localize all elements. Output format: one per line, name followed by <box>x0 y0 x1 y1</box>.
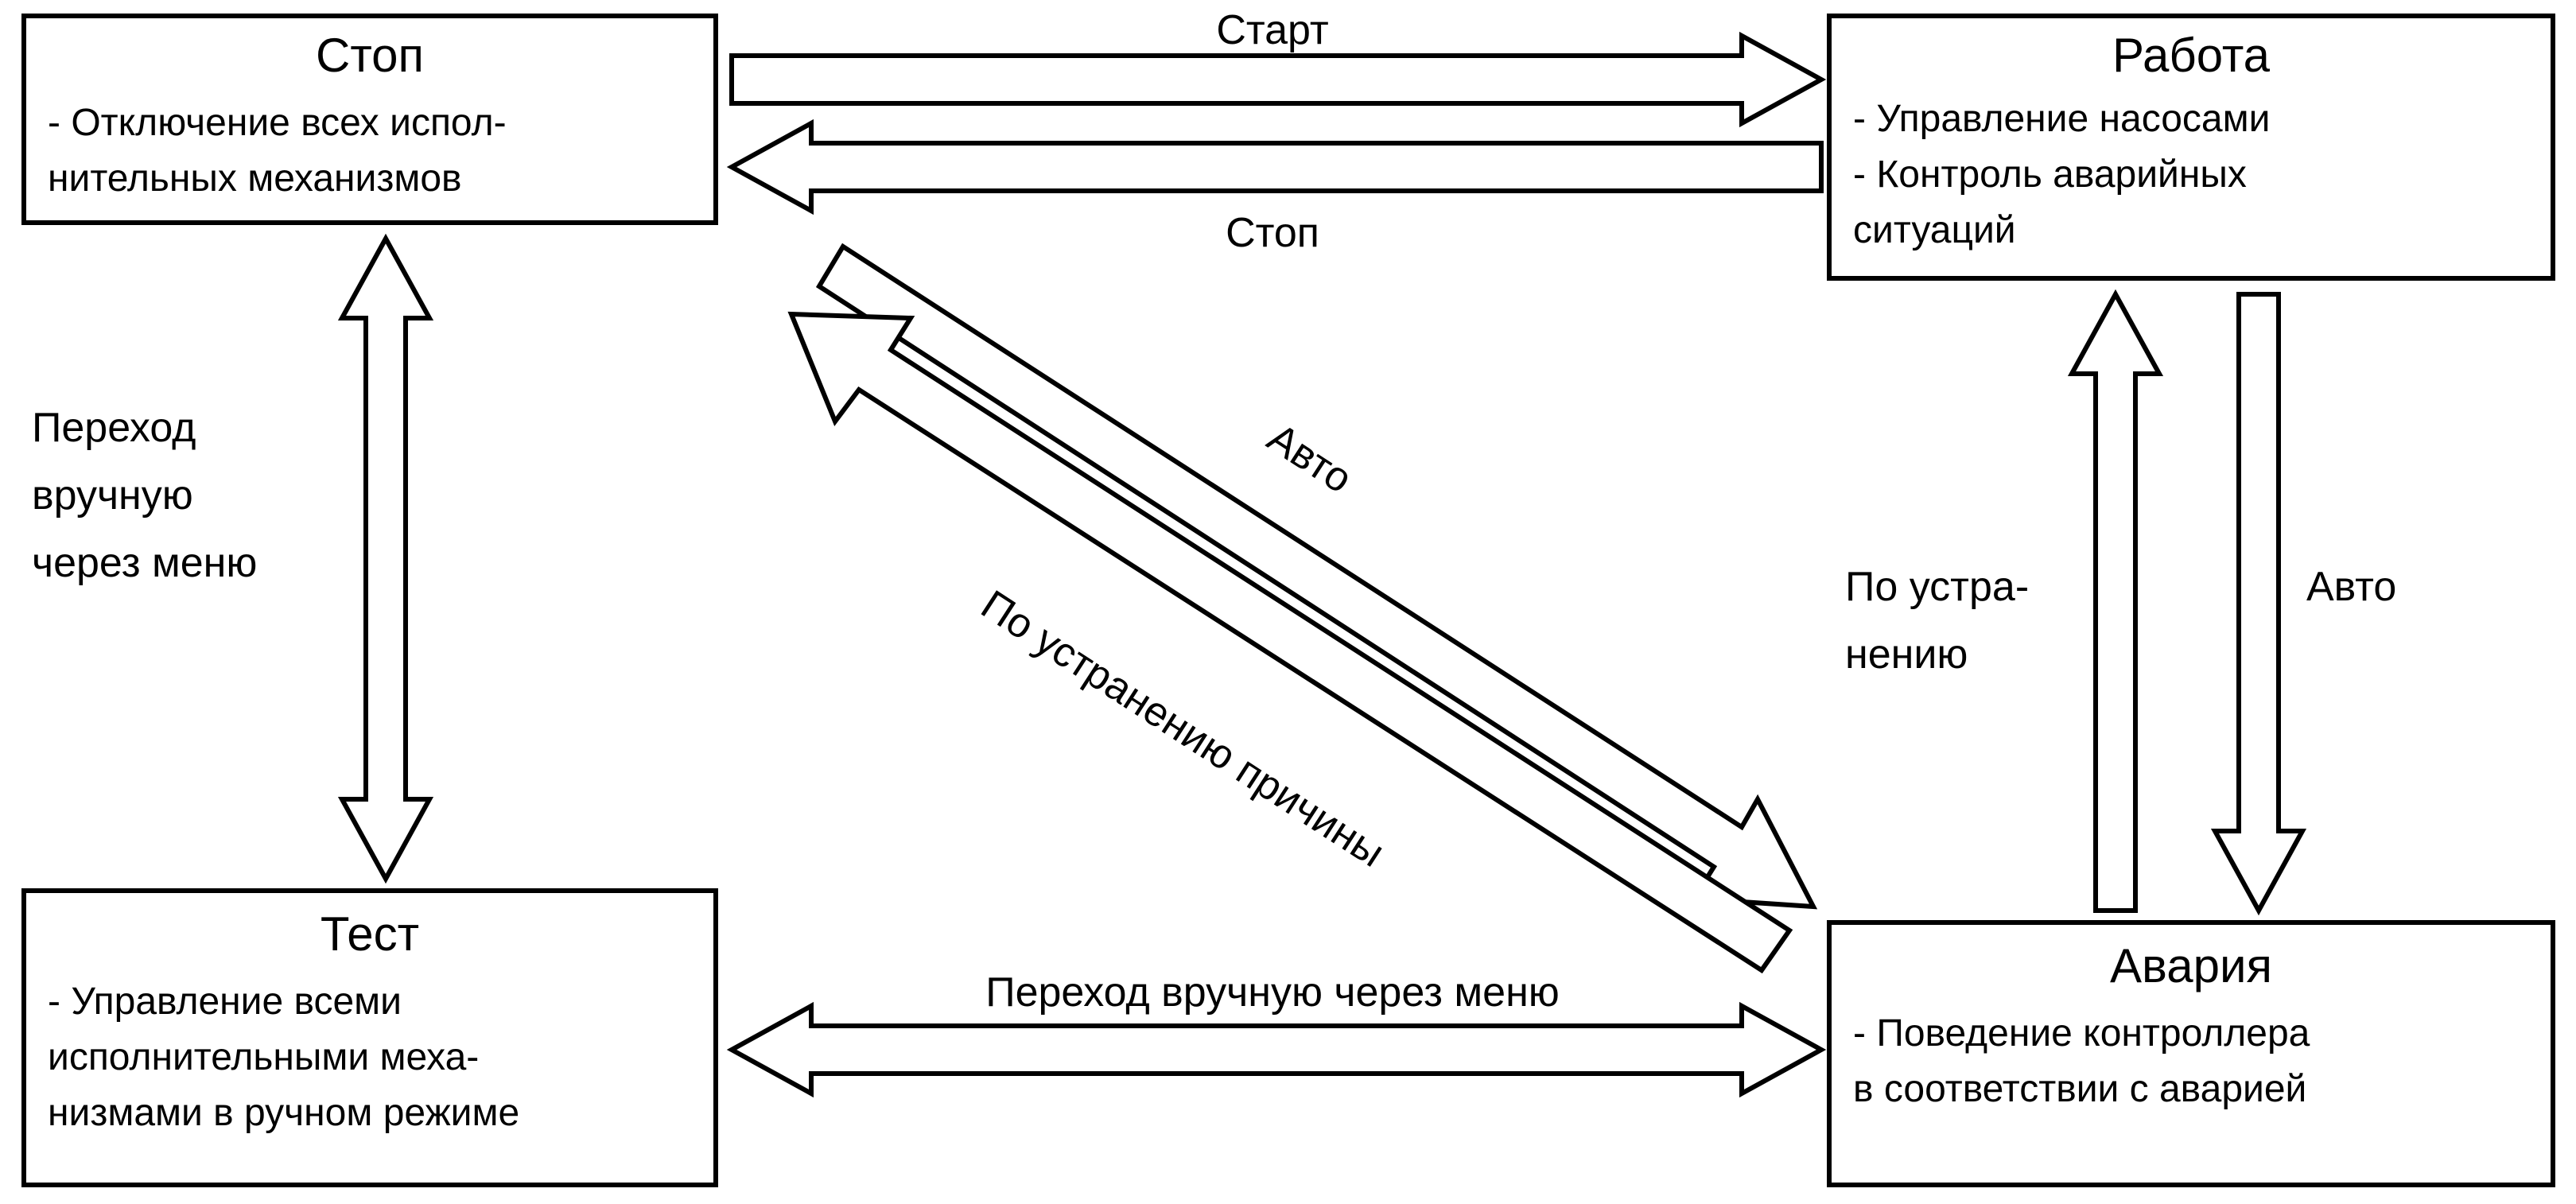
node-work: Работа - Управление насосами - Контроль … <box>1829 16 2553 278</box>
edge-work-to-stop: Стоп <box>732 123 1821 256</box>
edge-work-fault-down-label: Авто <box>2306 564 2396 610</box>
node-fault: Авария - Поведение контроллера в соответ… <box>1829 922 2553 1185</box>
edge-fault-stop-diag-label: По устранению причины <box>973 581 1392 876</box>
edge-stop-test-label3: через меню <box>32 540 257 586</box>
node-stop-title: Стоп <box>316 29 424 82</box>
edge-stop-to-work-label: Старт <box>1216 7 1328 53</box>
node-work-desc1: - Управление насосами <box>1853 98 2270 140</box>
edge-fault-work-up-label2: нению <box>1845 631 1968 678</box>
node-test: Тест - Управление всеми исполнительными … <box>24 891 716 1185</box>
node-work-title: Работа <box>2112 29 2271 82</box>
edge-stop-to-work: Старт <box>732 7 1821 123</box>
node-test-desc2: исполнительными меха- <box>48 1036 479 1078</box>
node-fault-desc2: в соответствии с аварией <box>1853 1068 2306 1110</box>
edge-fault-to-work-up: По устра- нению <box>1845 294 2159 911</box>
node-fault-desc1: - Поведение контроллера <box>1853 1012 2310 1054</box>
edge-stop-test-label2: вручную <box>32 472 193 518</box>
edge-fault-work-up-label1: По устра- <box>1845 564 2029 610</box>
node-work-desc2: - Контроль аварийных <box>1853 153 2247 196</box>
edge-stop-fault-diag-label: Авто <box>1259 414 1360 502</box>
state-diagram: Стоп - Отключение всех испол- нительных … <box>0 0 2576 1204</box>
node-stop-desc1: - Отключение всех испол- <box>48 102 507 144</box>
node-fault-title: Авария <box>2110 939 2272 992</box>
node-test-title: Тест <box>321 907 419 961</box>
node-stop-desc2: нительных механизмов <box>48 157 462 200</box>
node-test-desc1: - Управление всеми <box>48 981 402 1023</box>
edge-work-to-fault-down: Авто <box>2215 294 2396 911</box>
edge-test-fault-bi: Переход вручную через меню <box>732 969 1821 1093</box>
node-test-desc3: низмами в ручном режиме <box>48 1092 519 1134</box>
edge-stop-test-bi: Переход вручную через меню <box>32 239 429 879</box>
node-stop: Стоп - Отключение всех испол- нительных … <box>24 16 716 223</box>
edge-work-to-stop-label: Стоп <box>1226 210 1319 256</box>
edge-fault-to-stop-diag: По устранению причины <box>791 314 1789 970</box>
node-work-desc3: ситуаций <box>1853 209 2016 251</box>
edge-test-fault-label: Переход вручную через меню <box>985 969 1560 1016</box>
edge-stop-test-label1: Переход <box>32 405 196 451</box>
